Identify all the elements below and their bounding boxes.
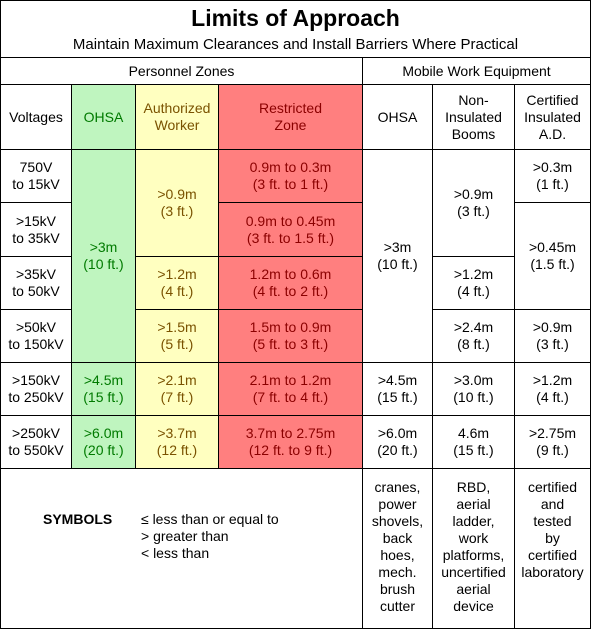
col-header-certified-insulated-ad: Certified Insulated A.D. xyxy=(515,85,590,150)
ohsa-personnel-row-5: >4.5m (15 ft.) xyxy=(72,363,136,416)
mobile-ohsa-row-5: >4.5m (15 ft.) xyxy=(363,363,433,416)
equipment-notes-ohsa: cranes, power shovels, back hoes, mech. … xyxy=(363,469,433,628)
certified-insulated-row-5: >1.2m (4 ft.) xyxy=(515,363,590,416)
authorized-worker-row-6: >3.7m (12 ft.) xyxy=(136,416,219,469)
symbols-legend-panel xyxy=(1,469,363,628)
certified-insulated-row-1: >0.3m (1 ft.) xyxy=(515,150,590,203)
col-header-ohsa-mobile: OHSA xyxy=(363,85,433,150)
restricted-zone-row-2: 0.9m to 0.45m (3 ft. to 1.5 ft.) xyxy=(219,203,363,257)
top-divider xyxy=(1,57,590,58)
voltage-range-row-5: >150kV to 250kV xyxy=(1,363,72,416)
voltage-range-row-1: 750V to 15kV xyxy=(1,150,72,203)
page-subtitle: Maintain Maximum Clearances and Install … xyxy=(72,36,519,53)
restricted-zone-row-1: 0.9m to 0.3m (3 ft. to 1 ft.) xyxy=(219,150,363,203)
equipment-notes-certified: certified and tested by certified labora… xyxy=(521,479,584,580)
mobile-ohsa-row-6: >6.0m (20 ft.) xyxy=(363,416,433,469)
authorized-worker-row-3: >1.2m (4 ft.) xyxy=(136,257,219,310)
mobile-ohsa-rows-1-4: >3m (10 ft.) xyxy=(363,150,433,363)
col-header-authorized-worker: Authorized Worker xyxy=(136,85,219,150)
group-header-personnel-zones: Personnel Zones xyxy=(1,58,363,85)
voltage-range-row-3: >35kV to 50kV xyxy=(1,257,72,310)
restricted-zone-row-3: 1.2m to 0.6m (4 ft. to 2 ft.) xyxy=(219,257,363,310)
authorized-worker-row-4: >1.5m (5 ft.) xyxy=(136,310,219,363)
non-insulated-booms-row-3: >1.2m (4 ft.) xyxy=(433,257,515,310)
certified-insulated-rows-2-3: >0.45m (1.5 ft.) xyxy=(515,203,590,310)
authorized-worker-rows-1-2: >0.9m (3 ft.) xyxy=(136,150,219,257)
non-insulated-booms-row-4: >2.4m (8 ft.) xyxy=(433,310,515,363)
non-insulated-booms-row-5: >3.0m (10 ft.) xyxy=(433,363,515,416)
restricted-zone-row-6: 3.7m to 2.75m (12 ft. to 9 ft.) xyxy=(219,416,363,469)
symbol-greater-than: > greater than xyxy=(141,528,229,544)
ohsa-personnel-row-6: >6.0m (20 ft.) xyxy=(72,416,136,469)
non-insulated-booms-row-6: 4.6m (15 ft.) xyxy=(433,416,515,469)
voltage-range-row-2: >15kV to 35kV xyxy=(1,203,72,257)
col-header-non-insulated-booms: Non- Insulated Booms xyxy=(433,85,515,150)
restricted-zone-row-5: 2.1m to 1.2m (7 ft. to 4 ft.) xyxy=(219,363,363,416)
voltage-range-row-4: >50kV to 150kV xyxy=(1,310,72,363)
group-header-mobile-work-equipment: Mobile Work Equipment xyxy=(363,58,590,85)
symbols-list: ≤ less than or equal to > greater than <… xyxy=(141,511,279,562)
symbol-less-or-equal: ≤ less than or equal to xyxy=(141,511,279,527)
restricted-zone-row-4: 1.5m to 0.9m (5 ft. to 3 ft.) xyxy=(219,310,363,363)
col-header-voltages: Voltages xyxy=(1,85,72,150)
ohsa-personnel-rows-1-4: >3m (10 ft.) xyxy=(72,150,136,363)
voltage-range-row-6: >250kV to 550kV xyxy=(1,416,72,469)
equipment-notes-non-insulated: RBD, aerial ladder, work platforms, unce… xyxy=(433,469,515,628)
symbol-less-than: < less than xyxy=(141,545,210,561)
symbols-label: SYMBOLS xyxy=(43,511,113,527)
authorized-worker-row-5: >2.1m (7 ft.) xyxy=(136,363,219,416)
certified-insulated-row-6: >2.75m (9 ft.) xyxy=(515,416,590,469)
page-title: Limits of Approach xyxy=(191,5,400,31)
certified-insulated-row-4: >0.9m (3 ft.) xyxy=(515,310,590,363)
non-insulated-booms-rows-1-2: >0.9m (3 ft.) xyxy=(433,150,515,257)
col-header-restricted-zone: Restricted Zone xyxy=(219,85,363,150)
col-header-ohsa-personnel: OHSA xyxy=(72,85,136,150)
